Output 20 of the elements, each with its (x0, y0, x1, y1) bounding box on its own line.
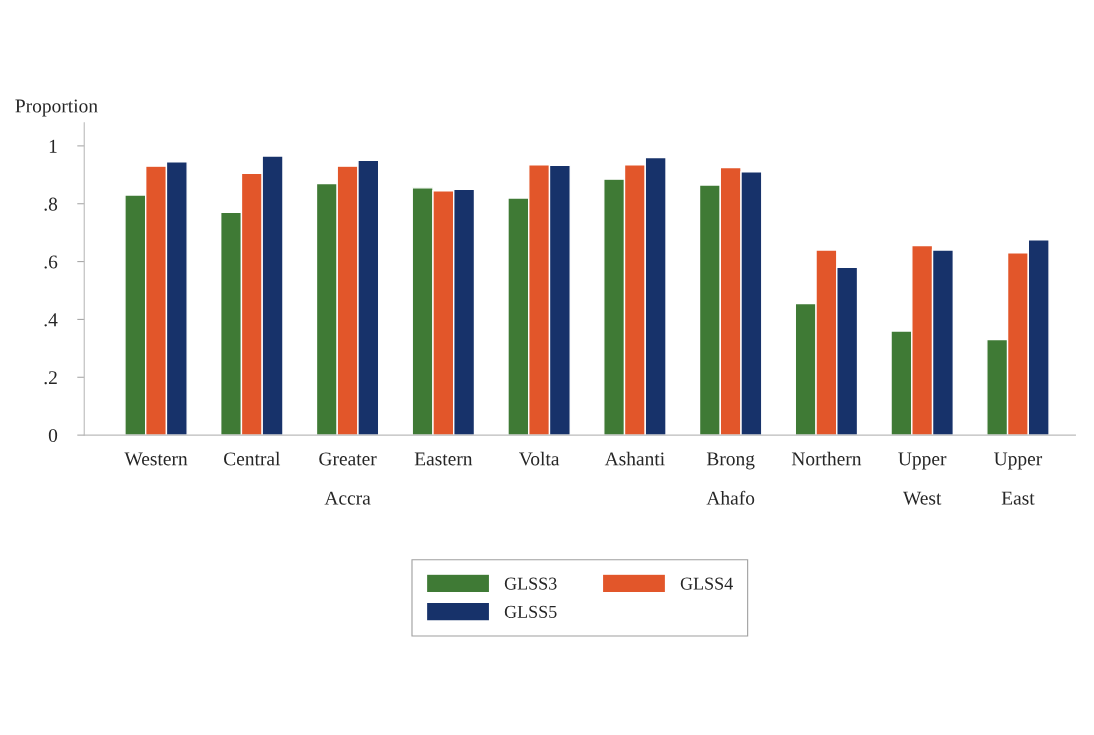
x-tick-label: Northern (791, 451, 862, 466)
x-tick-label: Volta (518, 451, 560, 466)
category-label: Greater Accra (319, 452, 377, 505)
y-tick-label: 0 (48, 428, 58, 443)
y-tick-label: .2 (44, 371, 57, 385)
x-tick-label: Western (124, 452, 188, 466)
legend-label: GLSS3 (504, 577, 557, 590)
y-tick-label: 1 (49, 139, 57, 153)
x-tick-label: Brong Ahafo (706, 452, 755, 505)
y-tick-label: .4 (44, 313, 58, 327)
y-tick-label: .8 (44, 197, 58, 211)
x-tick-label: Central (224, 451, 281, 466)
x-tick-label: Eastern (414, 452, 473, 466)
legend-label: GLSS4 (680, 577, 733, 590)
y-axis-title: Proportion (15, 99, 98, 117)
legend-label: GLSS5 (504, 605, 557, 618)
x-tick-label: Ashanti (604, 451, 665, 466)
x-tick-label: Upper East (994, 452, 1043, 505)
x-tick-label: Upper West (898, 452, 947, 505)
y-tick-label: .6 (44, 255, 58, 269)
